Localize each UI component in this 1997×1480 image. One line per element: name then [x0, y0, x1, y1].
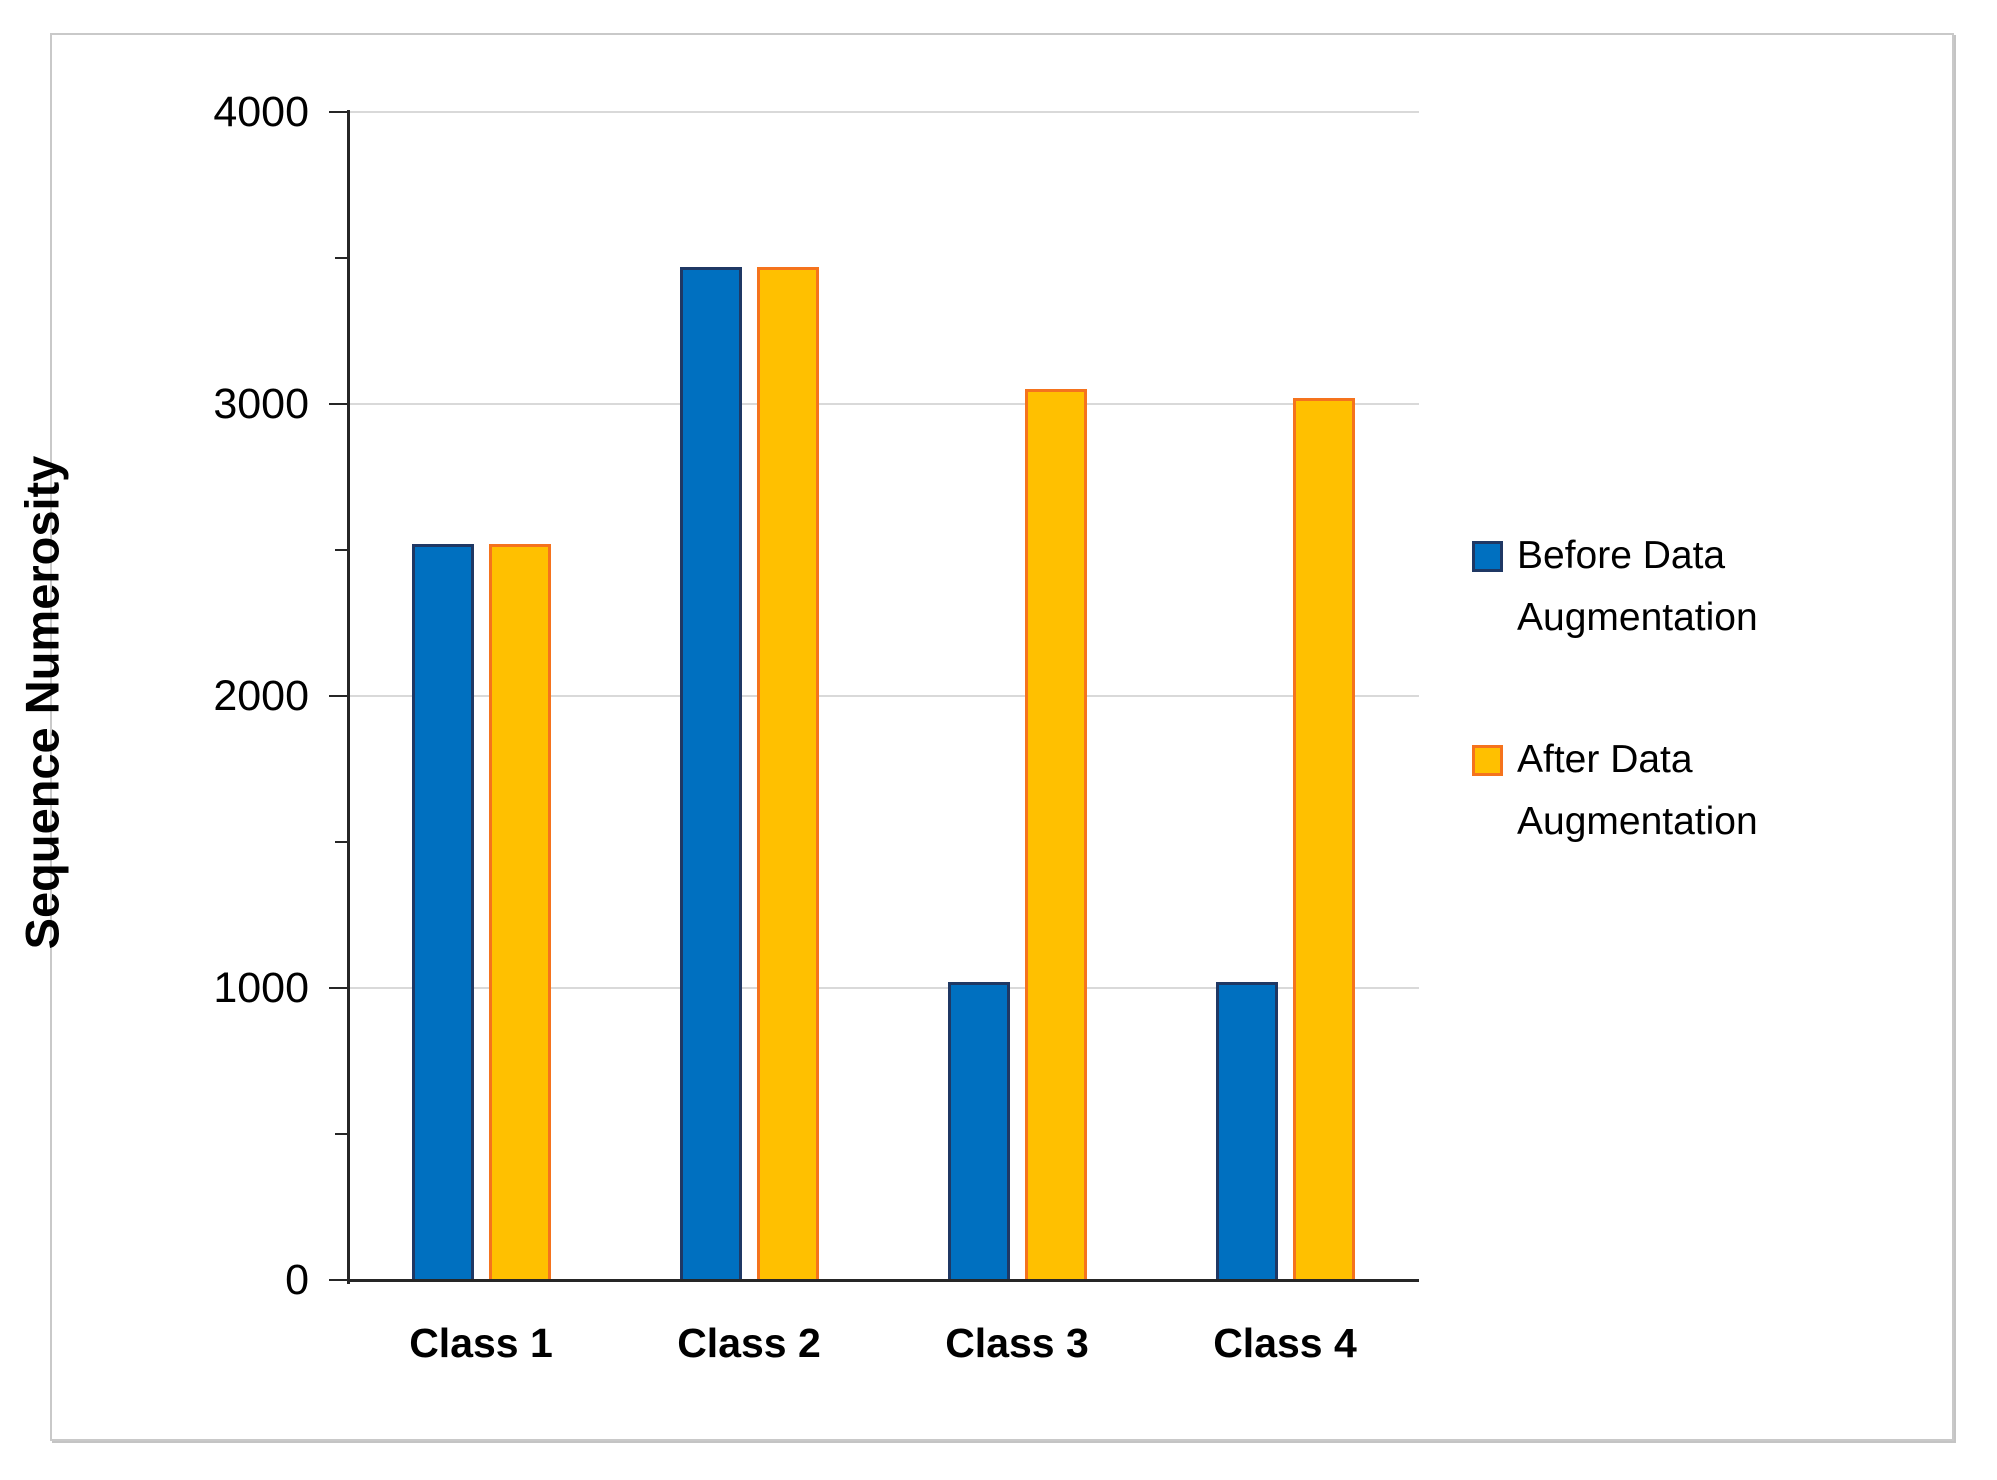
x-category-label-2: Class 2 [677, 1320, 821, 1366]
x-axis-line [347, 1279, 1419, 1282]
legend-swatch-icon [1472, 745, 1503, 776]
y-tick-label-3000: 3000 [213, 380, 309, 428]
legend-label: After Data Augmentation [1517, 738, 1758, 843]
bar-before-class-2 [679, 267, 742, 1282]
bar-after-class-1 [488, 544, 551, 1282]
y-tick-label-4000: 4000 [213, 88, 309, 136]
legend-swatch-icon [1472, 541, 1503, 572]
bar-after-class-3 [1024, 389, 1087, 1282]
y-minor-tick-2500 [335, 549, 347, 551]
y-tick-label-0: 0 [285, 1256, 309, 1304]
gridline-2000 [348, 695, 1419, 697]
y-minor-tick-1500 [335, 841, 347, 843]
y-major-tick-3000 [329, 403, 347, 405]
y-axis-title-text: Sequence Numerosity [15, 455, 69, 949]
bar-before-class-4 [1215, 982, 1278, 1282]
figure-frame: Sequence Numerosity Before Data Augmenta… [16, 33, 1954, 1441]
y-axis-line [347, 110, 350, 1284]
gridline-3000 [348, 403, 1419, 405]
legend: Before Data Augmentation After Data Augme… [1472, 525, 1892, 933]
x-category-label-4: Class 4 [1213, 1320, 1357, 1366]
legend-item-before: Before Data Augmentation [1472, 525, 1892, 649]
y-major-tick-4000 [329, 111, 347, 113]
y-minor-tick-500 [335, 1133, 347, 1135]
x-category-label-3: Class 3 [945, 1320, 1089, 1366]
bar-after-class-2 [756, 267, 819, 1282]
gridline-4000 [348, 111, 1419, 113]
bar-before-class-3 [947, 982, 1010, 1282]
y-major-tick-2000 [329, 695, 347, 697]
y-major-tick-0 [329, 1279, 347, 1281]
y-minor-tick-3500 [335, 257, 347, 259]
y-major-tick-1000 [329, 987, 347, 989]
y-tick-label-2000: 2000 [213, 672, 309, 720]
bar-after-class-4 [1292, 398, 1355, 1282]
y-tick-label-1000: 1000 [213, 964, 309, 1012]
bar-before-class-1 [411, 544, 474, 1282]
x-category-label-1: Class 1 [409, 1320, 553, 1366]
legend-item-after: After Data Augmentation [1472, 729, 1892, 853]
gridline-1000 [348, 987, 1419, 989]
legend-label: Before Data Augmentation [1517, 534, 1758, 639]
